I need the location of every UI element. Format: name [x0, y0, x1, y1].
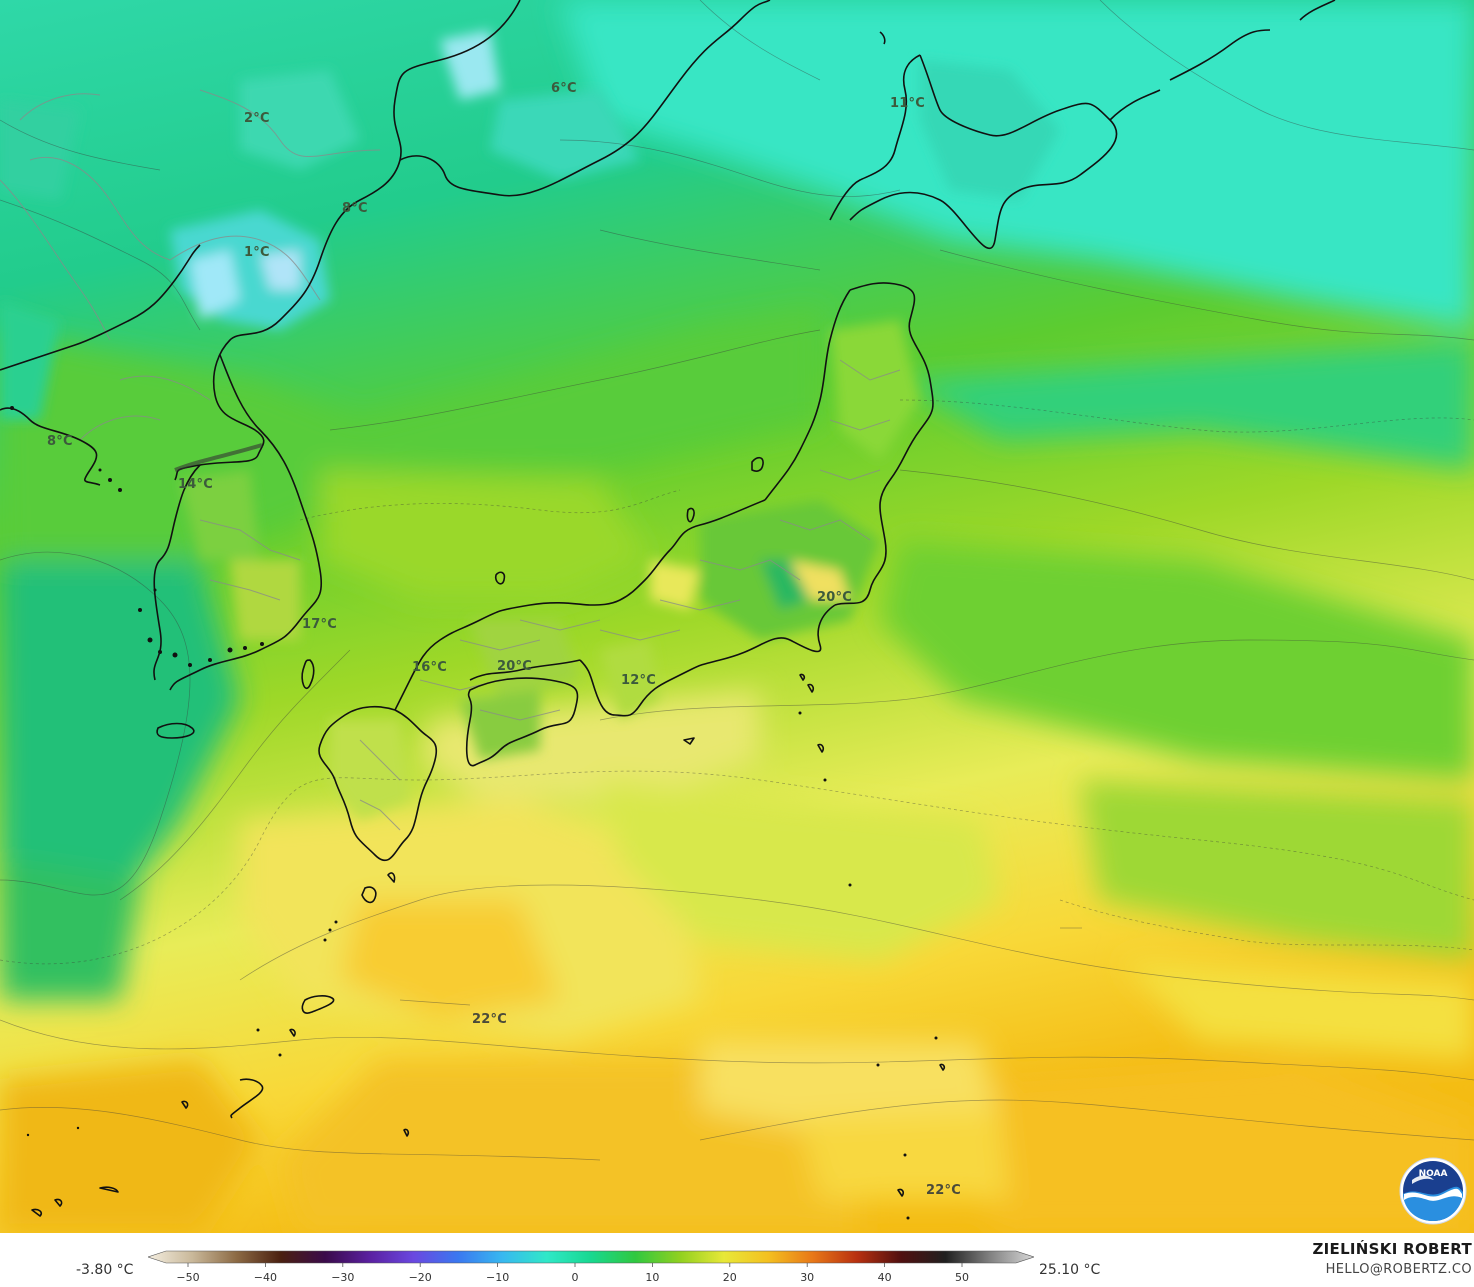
isotherm-lines — [0, 0, 1474, 1161]
colorbar-tick-label: 30 — [800, 1271, 815, 1284]
legend-max-value: 25.10 °C — [1039, 1262, 1101, 1278]
colorbar-tick-label: 40 — [877, 1271, 892, 1284]
map-canvas — [0, 0, 1474, 1233]
temp-label-20c-kansai: 20°C — [497, 659, 532, 674]
temp-label-2c-manchuria: 2°C — [244, 111, 270, 126]
admin-borders — [0, 89, 901, 831]
temp-label-11c-hokkaido: 11°C — [890, 96, 925, 111]
coastlines — [0, 0, 1336, 1217]
temp-label-12c-kii: 12°C — [621, 673, 656, 688]
colorbar-tick-label: −30 — [331, 1271, 355, 1284]
author-name: ZIELIŃSKI ROBERT — [1312, 1240, 1472, 1258]
colorbar-tick-label: −20 — [408, 1271, 432, 1284]
colorbar-tick-label: −50 — [176, 1271, 200, 1284]
temp-label-16c-chugoku: 16°C — [412, 660, 447, 675]
noaa-logo-icon: NOAA — [1399, 1157, 1467, 1225]
author-email: HELLO@ROBERTZ.CO — [1325, 1262, 1472, 1277]
legend-footer: -3.80 °C −50 −40 −30 −20 −10 0 10 20 30 40 50 25.1… — [0, 1233, 1474, 1287]
temp-label-20c-tokyo: 20°C — [817, 590, 852, 605]
korea-dmz-border — [174, 443, 263, 472]
colorbar-tick-label: 50 — [955, 1271, 969, 1284]
temp-label-22c-ocean-east: 22°C — [926, 1183, 961, 1198]
colorbar-tick-label: 20 — [722, 1271, 737, 1284]
island-dots — [10, 406, 938, 1220]
legend-min-value: -3.80 °C — [76, 1262, 134, 1278]
temp-label-6c-russia: 6°C — [551, 81, 577, 96]
colorbar-tick-label: 10 — [645, 1271, 660, 1284]
temp-label-17c-busan: 17°C — [302, 617, 337, 632]
temp-label-22c-ocean-west: 22°C — [472, 1012, 507, 1027]
colorbar-tick-label: 0 — [571, 1271, 579, 1284]
temperature-patches — [0, 0, 1474, 1233]
temperature-colorbar — [148, 1250, 1034, 1267]
temp-label-1c-north-korea: 1°C — [244, 245, 270, 260]
colorbar-tick-label: −40 — [253, 1271, 277, 1284]
japan-terrain-patches — [180, 320, 920, 820]
noaa-logo-text: NOAA — [1419, 1169, 1448, 1179]
colorbar-tick-label: −10 — [485, 1271, 510, 1284]
temperature-map: 2°C 6°C 11°C 8°C 1°C 8°C 14°C 17°C 16°C … — [0, 0, 1474, 1233]
temp-label-8c-vladivostok: 8°C — [342, 201, 368, 216]
temp-label-8c-yellow-sea: 8°C — [47, 434, 73, 449]
temp-label-14c-korea: 14°C — [178, 477, 213, 492]
colorbar-gradient — [148, 1250, 1034, 1264]
